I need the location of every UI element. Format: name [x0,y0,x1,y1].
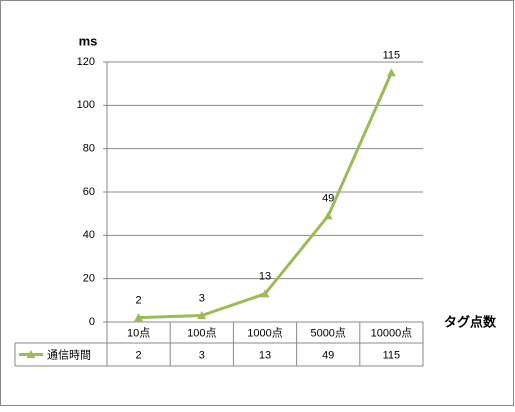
x-tick-label: 1000点 [247,326,282,339]
table-cell: 3 [199,349,205,361]
y-tick-label: 100 [77,99,95,111]
y-axis-title: ms [79,33,98,48]
data-label: 115 [383,50,401,62]
x-tick-label: 10000点 [371,326,413,339]
y-tick-label: 120 [77,56,95,68]
legend-key [26,350,36,359]
y-tick-label: 40 [83,229,95,241]
marker [134,313,144,322]
y-tick-label: 80 [83,143,95,155]
x-tick-label: 5000点 [310,326,345,339]
marker [323,211,333,220]
table-cell: 2 [136,349,142,361]
y-tick-label: 20 [83,273,95,285]
marker [197,311,207,320]
legend-label: 通信時間 [47,348,91,361]
table-cell: 49 [322,349,334,361]
x-tick-label: 10点 [127,326,150,339]
table-cell: 115 [383,349,401,361]
data-label: 13 [259,271,271,283]
y-tick-label: 0 [89,316,95,328]
data-label: 49 [322,193,334,205]
x-tick-label: 100点 [187,326,216,339]
marker [386,68,396,77]
marker [260,289,270,298]
data-label: 3 [199,292,205,304]
table-cell: 13 [259,349,271,361]
y-tick-label: 60 [83,186,95,198]
x-axis-title: タグ点数 [444,314,497,329]
data-label: 2 [136,295,142,307]
